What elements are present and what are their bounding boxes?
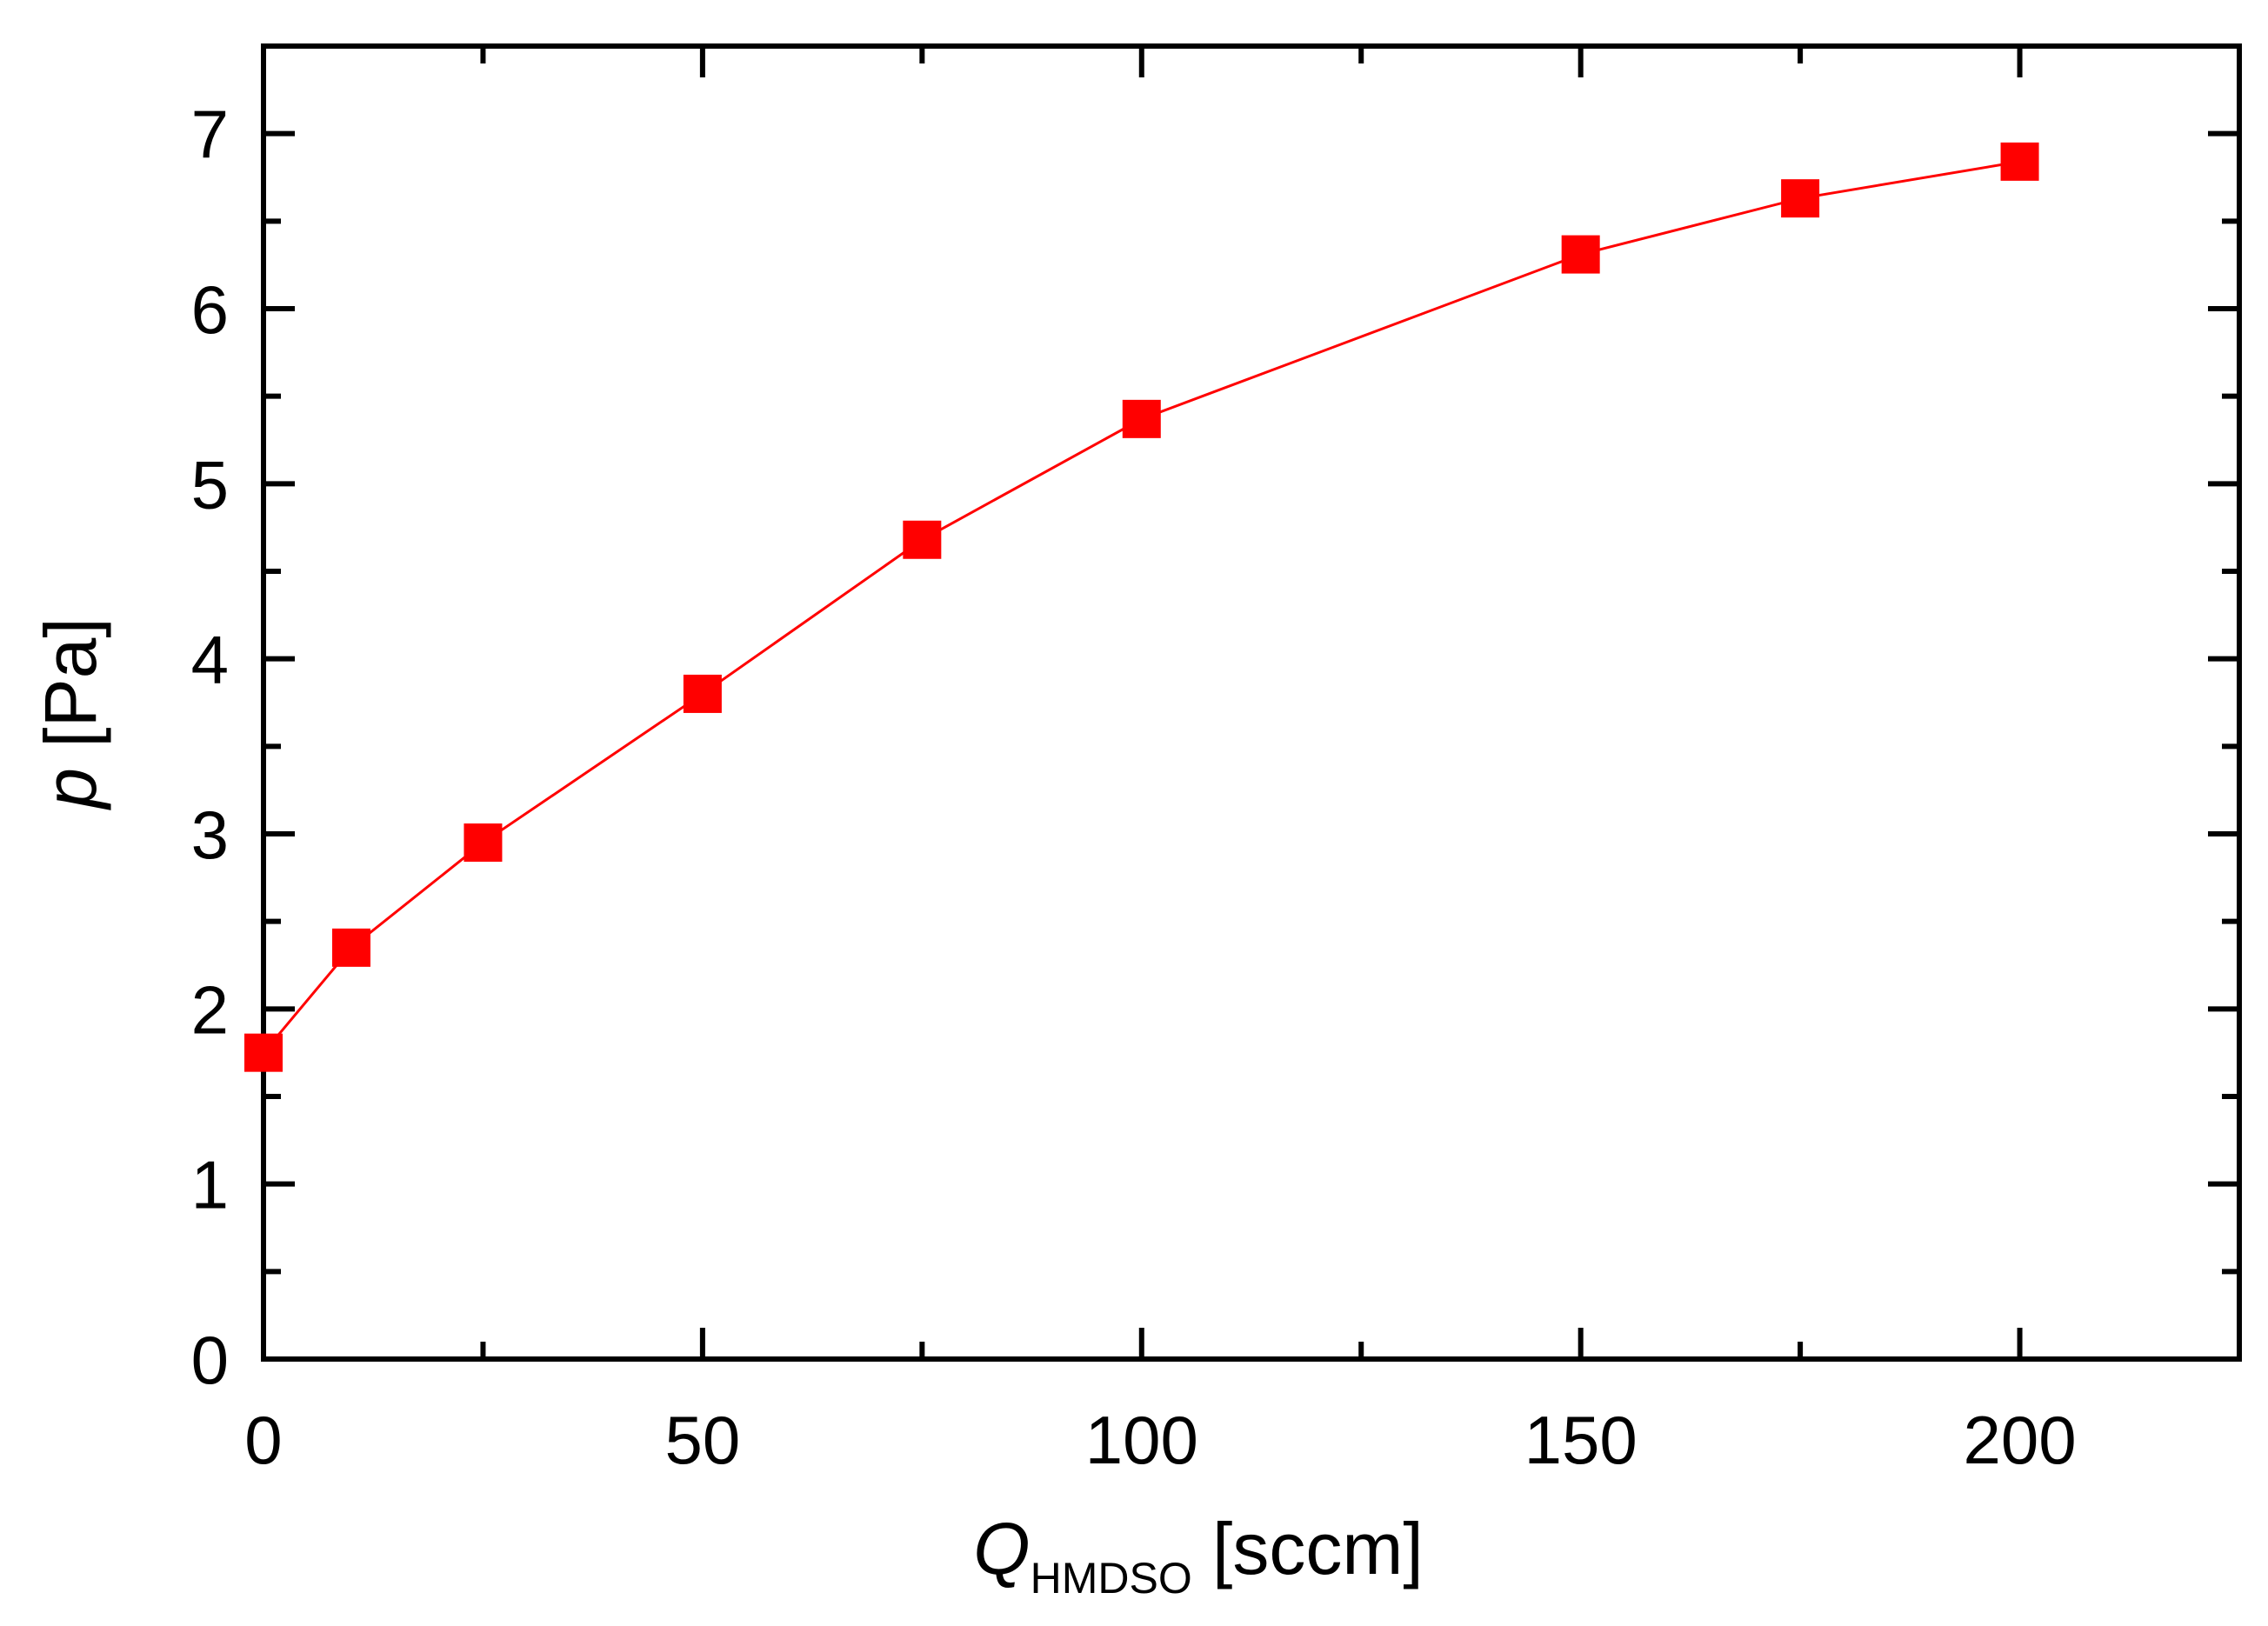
data-point [1781,179,1820,218]
x-axis-title: QHMDSO [sccm] [973,1508,1423,1603]
x-tick-label: 50 [665,1402,741,1478]
data-point [464,823,503,863]
y-tick-label: 7 [191,97,229,173]
y-tick-label: 6 [191,271,229,348]
x-tick-label: 150 [1524,1402,1638,1478]
x-axis-subscript: HMDSO [1031,1554,1192,1603]
x-tick-label: 100 [1085,1402,1198,1478]
y-tick-label: 0 [191,1322,229,1398]
y-tick-label: 3 [191,796,229,873]
data-point [244,1033,283,1072]
y-axis-symbol: p [30,768,111,811]
ticks-layer: 0 50 100 150 200 0 1 2 3 4 5 6 7 [191,43,2242,1478]
data-point [683,674,722,713]
series-layer [244,142,2039,1072]
y-axis-title: p [Pa] [30,617,111,810]
data-point [331,928,370,967]
x-axis-unit: [sccm] [1192,1508,1424,1589]
data-point [2000,142,2039,181]
x-tick-label: 200 [1963,1402,2076,1478]
data-point [1561,235,1600,274]
plot-frame [261,43,2242,1362]
y-tick-label: 4 [191,622,229,698]
y-tick-label: 5 [191,446,229,523]
y-tick-label: 2 [191,971,229,1048]
y-tick-label: 1 [191,1147,229,1223]
y-axis-unit: [Pa] [30,617,111,768]
x-tick-label: 0 [244,1402,282,1478]
x-axis-symbol: Q [973,1508,1030,1589]
data-point [903,520,942,559]
series-line [262,160,2020,1054]
data-point [1122,399,1161,438]
